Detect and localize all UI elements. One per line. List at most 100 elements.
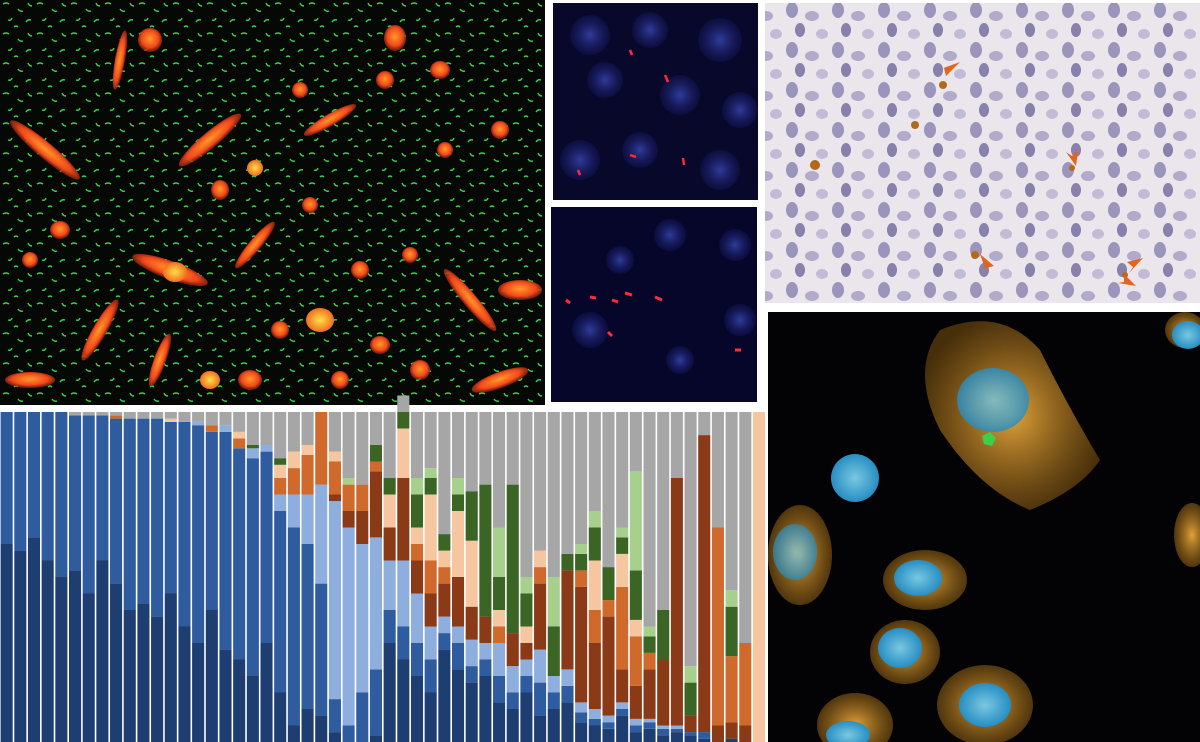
bar-segment: [616, 669, 629, 703]
bar-segment: [493, 702, 506, 742]
bar-segment: [438, 633, 451, 650]
bar-segment: [233, 412, 246, 432]
bar-segment: [520, 692, 533, 742]
bar-segment: [684, 715, 697, 733]
bar-segment: [479, 643, 492, 660]
bar-segment: [602, 722, 615, 729]
bar-segment: [479, 616, 492, 643]
bar-segment: [356, 484, 369, 511]
bar-segment: [547, 692, 560, 709]
bar-segment: [110, 583, 123, 742]
bar-segment: [96, 415, 109, 561]
bar-segment: [219, 649, 232, 742]
bar-segment: [178, 421, 191, 627]
bar-segment: [438, 567, 451, 584]
bar-segment: [41, 560, 54, 742]
bar-segment: [123, 412, 136, 419]
bar-segment: [397, 478, 410, 561]
bar-segment: [575, 553, 588, 571]
bar-segment: [493, 610, 506, 627]
panel-confocal: [768, 312, 1200, 742]
bar-segment: [629, 725, 642, 733]
bar-segment: [629, 570, 642, 620]
bar-segment: [547, 577, 560, 627]
bar-segment: [14, 550, 27, 742]
bar-segment: [534, 649, 547, 683]
bar-segment: [561, 685, 574, 703]
bar-segment: [356, 544, 369, 693]
bar-segment: [451, 669, 465, 742]
bar-segment: [725, 722, 738, 739]
bar-segment: [301, 445, 314, 455]
bar-segment: [561, 702, 574, 742]
bar-segment: [301, 494, 314, 544]
bar-segment: [41, 412, 54, 561]
bar-segment: [561, 412, 574, 554]
bar-segment: [493, 676, 506, 703]
bar-segment: [547, 626, 560, 676]
bar-segment: [657, 728, 670, 736]
bar-segment: [424, 412, 437, 469]
bar-segment: [711, 725, 724, 742]
bar-segment: [55, 412, 68, 577]
bar-segment: [369, 445, 382, 462]
bar-segment: [424, 659, 437, 693]
bar-segment: [342, 412, 355, 478]
bar-segment: [493, 527, 506, 577]
nuclei: [765, 3, 1200, 303]
bar-segment: [410, 494, 424, 528]
bar-segment: [123, 418, 136, 610]
bar-segment: [465, 639, 478, 667]
bar-segment: [588, 718, 601, 726]
bar-segment: [27, 537, 41, 742]
bar-segment: [397, 412, 410, 429]
bar-segment: [246, 412, 259, 445]
bar-segment: [164, 418, 177, 422]
bar-segment: [274, 478, 287, 495]
bar-segment: [424, 692, 437, 742]
bar-segment: [438, 412, 451, 535]
bar-segment: [493, 412, 506, 528]
bar-segment: [424, 626, 437, 660]
bar-segment: [465, 540, 478, 607]
bright-cells: [163, 160, 334, 389]
bar-segment: [68, 415, 82, 571]
bar-segment: [520, 593, 533, 627]
bar-segment: [725, 590, 738, 607]
bar-segment: [315, 583, 328, 716]
bar-segment: [410, 478, 424, 495]
bar-segment: [383, 494, 396, 528]
bar-segment: [233, 438, 246, 449]
bar-segment: [164, 412, 177, 419]
bar-segment: [397, 395, 410, 412]
bar-segment: [493, 577, 506, 610]
bar-segment: [451, 478, 465, 495]
nuclei: [572, 219, 756, 374]
bar-segment: [711, 527, 724, 726]
bar-segment: [739, 412, 752, 643]
bar-segment: [260, 412, 273, 445]
bar-segment: [192, 412, 205, 422]
bar-segment: [534, 715, 547, 742]
bar-segment: [643, 722, 656, 729]
bar-segment: [588, 610, 601, 643]
bar-segment: [383, 412, 396, 478]
bar-segment: [438, 583, 451, 617]
bar-segment: [588, 412, 601, 511]
bar-segment: [82, 593, 95, 742]
bar-segment: [657, 725, 670, 729]
bar-segment: [315, 715, 328, 742]
bar-segment: [164, 421, 177, 594]
bar-segment: [96, 560, 109, 742]
bar-segment: [616, 715, 629, 742]
panel-fish-bottom: [551, 207, 757, 402]
bar-segment: [287, 494, 300, 528]
bar-segment: [725, 606, 738, 657]
nuclei: [773, 321, 1200, 742]
bar-segment: [110, 418, 123, 584]
bar-segment: [68, 412, 82, 416]
bar-segment: [506, 412, 519, 485]
bar-segment: [123, 610, 136, 742]
bar-segment: [493, 626, 506, 643]
bar-segment: [151, 616, 164, 742]
